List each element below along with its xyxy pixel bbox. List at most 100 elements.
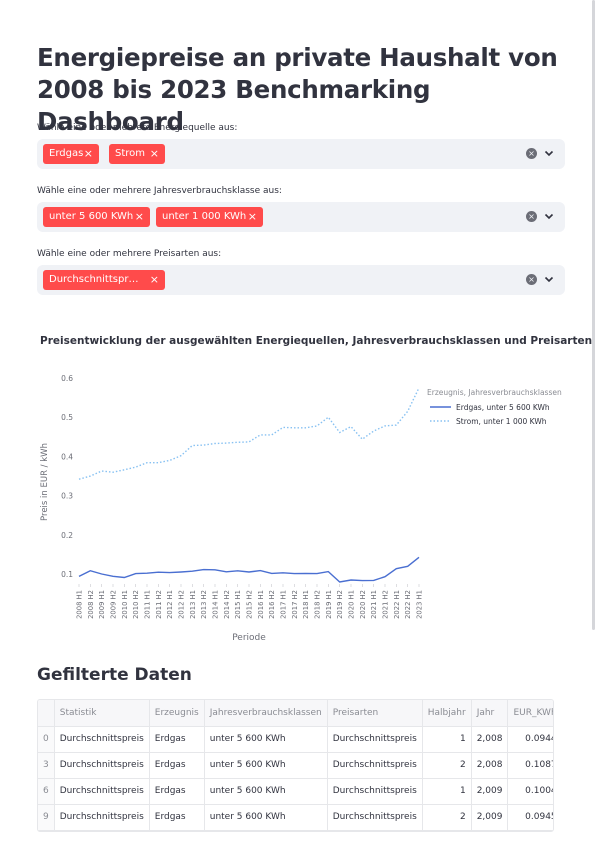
- y-tick-label: 0.3: [61, 492, 73, 501]
- x-tick-label: 2021 H2: [382, 590, 390, 619]
- tag-strom[interactable]: Strom ×: [109, 144, 165, 164]
- table-row[interactable]: 0 Durchschnittspreis Erdgas unter 5 600 KWh…: [38, 726, 553, 753]
- x-tick-label: 2008 H2: [87, 590, 95, 619]
- table-cell[interactable]: unter 5 600 KWh: [204, 778, 328, 805]
- page-title: Energiepreise an private Haushalt von 20…: [37, 43, 558, 136]
- clear-icon[interactable]: ×: [526, 148, 537, 159]
- energy-source-label: Wähle eine oder mehrere Energiequelle au…: [37, 123, 238, 133]
- table-cell[interactable]: 0.1087: [507, 752, 553, 779]
- y-tick-label: 0.4: [61, 452, 73, 461]
- table-row[interactable]: 9 Durchschnittspreis Erdgas unter 5 600 KWh…: [38, 804, 553, 831]
- tag-unter-5600[interactable]: unter 5 600 KWh ×: [43, 207, 150, 227]
- close-icon[interactable]: ×: [149, 273, 159, 286]
- table-cell[interactable]: 2,009: [471, 804, 509, 831]
- column-header[interactable]: EUR_KWh: [507, 700, 553, 727]
- column-header[interactable]: Jahresverbrauchsklassen: [204, 700, 328, 727]
- y-tick-label: 0.1: [61, 570, 73, 579]
- tag-label: Durchschnittspr…: [49, 274, 139, 285]
- price-line-chart: 0.1 0.2 0.3 0.4 0.5 0.6 2008 H1 2008 H2 2009 H1…: [40, 374, 562, 643]
- x-axis-label: Periode: [232, 633, 266, 643]
- price-type-label: Wähle eine oder mehrere Preisarten aus:: [37, 249, 222, 259]
- chevron-down-icon[interactable]: [543, 147, 555, 159]
- table-cell[interactable]: unter 5 600 KWh: [204, 804, 328, 831]
- chevron-down-icon[interactable]: [543, 210, 555, 222]
- column-header[interactable]: Preisarten: [327, 700, 423, 727]
- x-tick-label: 2014 H2: [223, 590, 231, 619]
- table-cell[interactable]: Durchschnittspreis: [327, 752, 423, 779]
- chart-title: Preisentwicklung der ausgewählten Energi…: [40, 335, 593, 347]
- clear-icon[interactable]: ×: [526, 274, 537, 285]
- table-cell[interactable]: 9: [38, 804, 55, 831]
- table-row[interactable]: 3 Durchschnittspreis Erdgas unter 5 600 KWh…: [38, 752, 553, 779]
- table-cell[interactable]: Durchschnittspreis: [327, 726, 423, 753]
- x-tick-label: 2016 H1: [257, 590, 265, 619]
- close-icon[interactable]: ×: [83, 147, 93, 160]
- table-cell[interactable]: Erdgas: [149, 726, 205, 753]
- table-cell[interactable]: 0.1004: [507, 778, 553, 805]
- x-tick-label: 2020 H2: [359, 590, 367, 619]
- legend: Erzeugnis, Jahresverbrauchsklassen Erdga…: [427, 388, 562, 426]
- tag-label: unter 1 000 KWh: [162, 211, 247, 222]
- x-tick-label: 2020 H1: [348, 590, 356, 619]
- column-header[interactable]: Jahr: [471, 700, 509, 727]
- close-icon[interactable]: ×: [149, 147, 159, 160]
- consumption-class-multiselect[interactable]: unter 5 600 KWh × unter 1 000 KWh × ×: [37, 202, 565, 232]
- table-cell[interactable]: Durchschnittspreis: [54, 752, 150, 779]
- table-cell[interactable]: 2,009: [471, 778, 509, 805]
- clear-icon[interactable]: ×: [526, 211, 537, 222]
- tag-durchschnittspreis[interactable]: Durchschnittspr… ×: [43, 270, 165, 290]
- y-tick-label: 0.5: [61, 413, 73, 422]
- consumption-class-label: Wähle eine oder mehrere Jahresverbrauchs…: [37, 186, 282, 196]
- table-cell[interactable]: 0.0945: [507, 804, 553, 831]
- column-header[interactable]: [38, 700, 55, 727]
- x-tick-label: 2013 H2: [200, 590, 208, 619]
- table-cell[interactable]: Durchschnittspreis: [54, 726, 150, 753]
- table-cell[interactable]: 2: [422, 752, 472, 779]
- price-type-multiselect[interactable]: Durchschnittspr… × ×: [37, 265, 565, 295]
- table-cell[interactable]: 1: [422, 726, 472, 753]
- x-tick-label: 2016 H2: [268, 590, 276, 619]
- chevron-down-icon[interactable]: [543, 273, 555, 285]
- y-tick-label: 0.6: [61, 374, 73, 383]
- column-header[interactable]: Statistik: [54, 700, 150, 727]
- table-cell[interactable]: unter 5 600 KWh: [204, 726, 328, 753]
- x-tick-label: 2015 H1: [234, 590, 242, 619]
- x-tick-label: 2023 H1: [416, 590, 424, 619]
- energy-source-multiselect[interactable]: Erdgas × Strom × ×: [37, 139, 565, 169]
- close-icon[interactable]: ×: [247, 210, 257, 223]
- table-cell[interactable]: Erdgas: [149, 752, 205, 779]
- tag-erdgas[interactable]: Erdgas ×: [43, 144, 99, 164]
- table-cell[interactable]: Durchschnittspreis: [54, 804, 150, 831]
- tag-label: unter 5 600 KWh: [49, 211, 134, 222]
- table-cell[interactable]: 6: [38, 778, 55, 805]
- table-cell[interactable]: Durchschnittspreis: [327, 804, 423, 831]
- y-tick-label: 0.2: [61, 531, 73, 540]
- table-cell[interactable]: 3: [38, 752, 55, 779]
- legend-title: Erzeugnis, Jahresverbrauchsklassen: [427, 388, 562, 397]
- data-table[interactable]: Statistik Erzeugnis Jahresverbrauchsklasse…: [37, 699, 554, 832]
- close-icon[interactable]: ×: [134, 210, 144, 223]
- table-cell[interactable]: 0: [38, 726, 55, 753]
- x-tick-label: 2012 H1: [166, 590, 174, 619]
- page-scrollbar[interactable]: [592, 0, 595, 630]
- table-cell[interactable]: 2,008: [471, 752, 509, 779]
- y-axis: 0.1 0.2 0.3 0.4 0.5 0.6: [61, 374, 73, 579]
- x-axis: 2008 H1 2008 H2 2009 H1 2009 H2 2010 H1 2010 …: [76, 584, 424, 619]
- table-cell[interactable]: Erdgas: [149, 778, 205, 805]
- table-row[interactable]: 6 Durchschnittspreis Erdgas unter 5 600 KWh…: [38, 778, 553, 805]
- table-cell[interactable]: unter 5 600 KWh: [204, 752, 328, 779]
- column-header[interactable]: Erzeugnis: [149, 700, 205, 727]
- x-tick-label: 2011 H2: [155, 590, 163, 619]
- column-header[interactable]: Halbjahr: [422, 700, 472, 727]
- table-cell[interactable]: 2,008: [471, 726, 509, 753]
- table-cell[interactable]: 0.0944: [507, 726, 553, 753]
- table-cell[interactable]: 2: [422, 804, 472, 831]
- table-cell[interactable]: Durchschnittspreis: [54, 778, 150, 805]
- table-cell[interactable]: Erdgas: [149, 804, 205, 831]
- tag-label: Strom: [115, 148, 146, 159]
- x-tick-label: 2022 H1: [393, 590, 401, 619]
- table-cell[interactable]: 1: [422, 778, 472, 805]
- tag-unter-1000[interactable]: unter 1 000 KWh ×: [156, 207, 263, 227]
- table-cell[interactable]: Durchschnittspreis: [327, 778, 423, 805]
- x-tick-label: 2011 H1: [144, 590, 152, 619]
